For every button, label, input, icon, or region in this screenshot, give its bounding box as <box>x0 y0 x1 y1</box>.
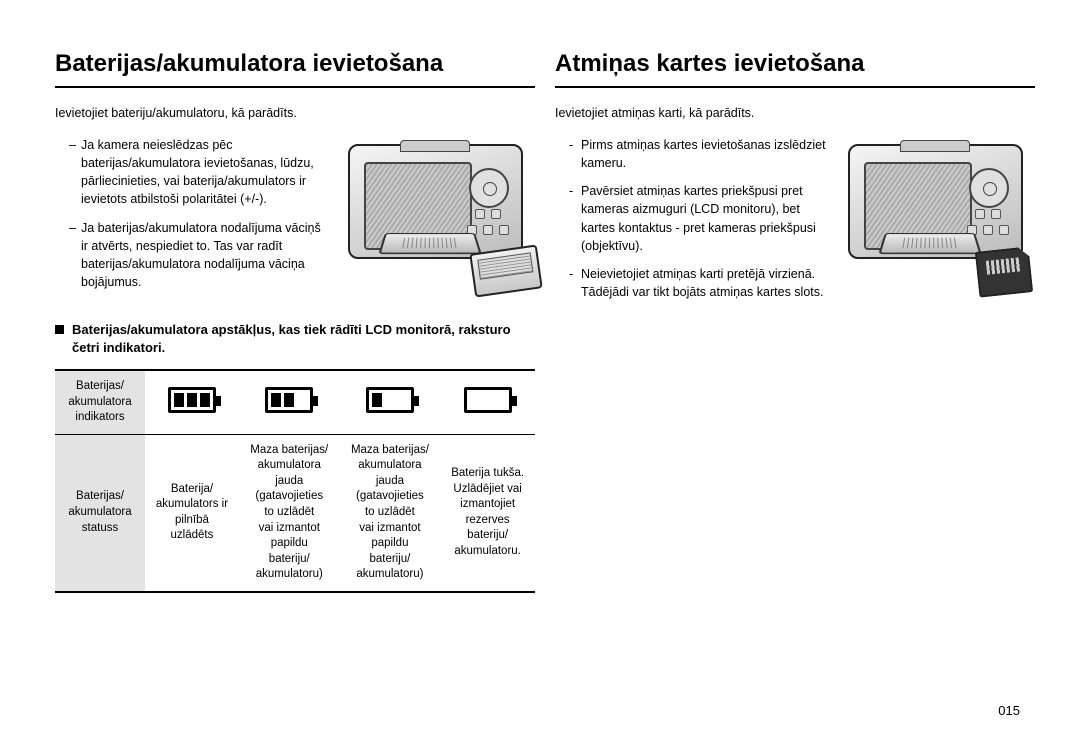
left-rule <box>55 86 535 88</box>
status-low1: Maza baterijas/akumulatorajauda(gatavoji… <box>239 434 340 591</box>
row-head-indicator: Baterijas/akumulatoraindikators <box>55 370 145 434</box>
right-column: Atmiņas kartes ievietošana Ievietojiet a… <box>555 50 1035 593</box>
battery-icon <box>469 244 542 297</box>
right-bullets: Pirms atmiņas kartes ievietošanas izslēd… <box>555 136 830 311</box>
left-title: Baterijas/akumulatora ievietošana <box>55 50 535 78</box>
table-row: Baterijas/akumulatoraindikators <box>55 370 535 434</box>
status-low2: Maza baterijas/akumulatorajauda(gatavoji… <box>340 434 441 591</box>
lcd-note-text: Baterijas/akumulatora apstākļus, kas tie… <box>72 321 535 357</box>
battery-empty-icon <box>464 387 512 413</box>
row-head-status: Baterijas/akumulatorastatuss <box>55 434 145 591</box>
right-rule <box>555 86 1035 88</box>
battery-full-cell <box>145 370 239 434</box>
table-row: Baterijas/akumulatorastatuss Baterija/ak… <box>55 434 535 591</box>
lcd-note: Baterijas/akumulatora apstākļus, kas tie… <box>55 321 535 357</box>
battery-1bar-cell <box>340 370 441 434</box>
page: Baterijas/akumulatora ievietošana Ieviet… <box>55 50 1025 593</box>
right-content-row: Pirms atmiņas kartes ievietošanas izslēd… <box>555 136 1035 311</box>
right-bullet-1: Pirms atmiņas kartes ievietošanas izslēd… <box>555 136 830 172</box>
battery-two-bars-icon <box>265 387 313 413</box>
battery-2bar-cell <box>239 370 340 434</box>
status-full: Baterija/akumulators irpilnībāuzlādēts <box>145 434 239 591</box>
battery-table: Baterijas/akumulatoraindikators Baterija… <box>55 369 535 592</box>
left-intro: Ievietojiet bateriju/akumulatoru, kā par… <box>55 106 535 120</box>
page-number: 015 <box>998 703 1020 718</box>
right-bullet-3: Neievietojiet atmiņas karti pretējā virz… <box>555 265 830 301</box>
camera-memorycard-illustration <box>840 136 1035 291</box>
left-bullets: Ja kamera neieslēdzas pēc baterijas/akum… <box>55 136 330 301</box>
left-column: Baterijas/akumulatora ievietošana Ieviet… <box>55 50 535 593</box>
right-intro: Ievietojiet atmiņas karti, kā parādīts. <box>555 106 1035 120</box>
left-bullet-1: Ja kamera neieslēdzas pēc baterijas/akum… <box>55 136 330 209</box>
battery-empty-cell <box>440 370 535 434</box>
square-bullet-icon <box>55 325 64 334</box>
status-empty: Baterija tukša.Uzlādējiet vaiizmantojiet… <box>440 434 535 591</box>
right-title: Atmiņas kartes ievietošana <box>555 50 1035 78</box>
right-bullet-2: Pavērsiet atmiņas kartes priekšpusi pret… <box>555 182 830 255</box>
left-bullet-2: Ja baterijas/akumulatora nodalījuma vāci… <box>55 219 330 292</box>
memory-card-icon <box>975 246 1034 297</box>
camera-battery-illustration <box>340 136 535 291</box>
battery-full-icon <box>168 387 216 413</box>
battery-one-bar-icon <box>366 387 414 413</box>
left-content-row: Ja kamera neieslēdzas pēc baterijas/akum… <box>55 136 535 301</box>
